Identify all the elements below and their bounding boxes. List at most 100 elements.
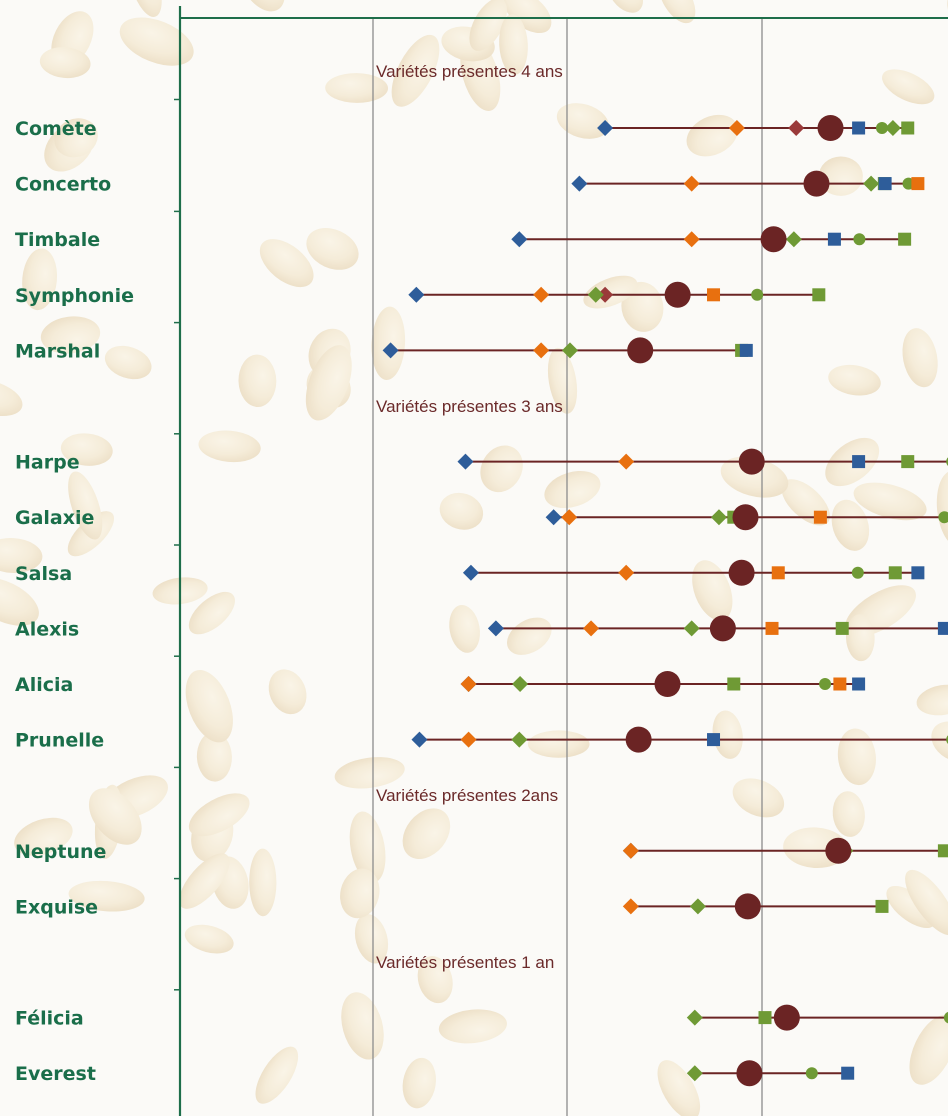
category-label: Alexis xyxy=(15,618,79,640)
bean-shape xyxy=(179,853,230,909)
category-label: Concerto xyxy=(15,174,111,196)
circle-marker xyxy=(851,566,864,579)
bean-shape xyxy=(905,869,948,936)
square-marker xyxy=(852,121,866,135)
bean-shape xyxy=(469,0,507,51)
square-marker xyxy=(901,121,915,135)
bean-shape xyxy=(268,669,307,715)
category-label: Prunelle xyxy=(15,730,104,752)
bean-shape xyxy=(657,1060,701,1116)
category-label: Félicia xyxy=(15,1008,84,1030)
bean-shape xyxy=(417,956,453,1004)
bean-shape xyxy=(340,868,380,919)
category-label: Neptune xyxy=(15,841,106,863)
circle-marker xyxy=(876,122,888,134)
bean-shape xyxy=(68,471,103,540)
bean-shape xyxy=(916,684,948,716)
square-marker xyxy=(827,232,841,246)
bean-shape xyxy=(686,114,738,157)
square-marker xyxy=(833,677,847,691)
square-marker xyxy=(812,288,826,302)
diamond-marker xyxy=(597,286,614,303)
bean-shape xyxy=(0,379,23,417)
diamond-marker xyxy=(583,620,600,637)
bean-shape xyxy=(402,808,451,860)
bean-shape xyxy=(88,788,142,845)
diamond-marker xyxy=(460,731,477,748)
square-marker xyxy=(739,343,753,357)
category-label: Timbale xyxy=(15,229,100,251)
diamond-marker xyxy=(462,564,479,581)
bean-shape xyxy=(828,364,881,396)
category-label: Salsa xyxy=(15,563,72,585)
diamond-marker xyxy=(686,1009,703,1026)
bean-shape xyxy=(544,470,601,509)
bean-shape xyxy=(238,354,277,407)
bean-shape xyxy=(60,433,113,466)
category-label: Alicia xyxy=(15,674,73,696)
mean-marker xyxy=(825,837,852,864)
bean-shape xyxy=(692,560,733,621)
diamond-marker xyxy=(411,731,428,748)
category-label: Harpe xyxy=(15,452,80,474)
bean-shape xyxy=(196,732,232,782)
category-label: Everest xyxy=(15,1063,96,1085)
group-headers: Variétés présentes 4 ans Variétés présent… xyxy=(376,62,563,972)
diamond-marker xyxy=(457,453,474,470)
bean-shape xyxy=(527,730,590,758)
bean-shape xyxy=(371,306,406,380)
bean-shape xyxy=(188,591,235,635)
square-marker xyxy=(898,232,912,246)
bean-shape xyxy=(188,793,250,837)
diamond-marker xyxy=(683,231,700,248)
diamond-marker xyxy=(561,509,578,526)
bean-shape xyxy=(845,614,875,662)
bean-shape xyxy=(837,728,876,786)
bean-shape xyxy=(438,1009,507,1044)
diamond-marker xyxy=(622,842,639,859)
bean-shape xyxy=(334,757,405,789)
category-label: Galaxie xyxy=(15,507,94,529)
square-marker xyxy=(911,177,925,191)
square-marker xyxy=(835,621,849,635)
bean-shape xyxy=(607,0,644,13)
diamond-marker xyxy=(686,1065,703,1082)
bean-shape xyxy=(104,345,152,380)
diamond-marker xyxy=(788,120,805,136)
bean-shape xyxy=(255,1046,299,1104)
square-marker xyxy=(901,455,915,469)
diamond-marker xyxy=(562,342,578,359)
square-marker xyxy=(727,677,741,691)
diamond-marker xyxy=(710,509,727,526)
circle-marker xyxy=(853,233,866,246)
diamond-marker xyxy=(382,342,399,359)
circle-marker xyxy=(805,1067,818,1080)
diamond-marker xyxy=(728,120,745,136)
bean-shape xyxy=(198,430,261,463)
bean-shape xyxy=(39,47,91,79)
category-label: Marshal xyxy=(15,340,100,362)
diamond-marker xyxy=(622,898,639,915)
mean-marker xyxy=(709,615,736,642)
bean-shape xyxy=(506,617,552,655)
mean-marker xyxy=(627,337,654,364)
mean-marker xyxy=(654,671,681,697)
square-marker xyxy=(852,455,866,469)
mean-marker xyxy=(664,281,691,308)
mean-marker xyxy=(760,226,787,253)
diamond-marker xyxy=(487,620,504,637)
diamond-marker xyxy=(533,286,550,303)
square-marker xyxy=(765,621,779,635)
vertical-gridlines xyxy=(372,18,763,1116)
bean-shape xyxy=(547,347,578,414)
diamond-marker xyxy=(460,676,477,692)
diamond-marker xyxy=(863,175,880,192)
square-marker xyxy=(707,733,721,747)
diamond-marker xyxy=(683,175,700,192)
bean-shape xyxy=(402,1057,436,1109)
mean-marker xyxy=(728,559,755,586)
diamond-marker xyxy=(683,620,700,637)
bean-shape xyxy=(249,848,277,917)
bean-shape xyxy=(818,156,863,196)
mean-marker xyxy=(734,893,761,920)
